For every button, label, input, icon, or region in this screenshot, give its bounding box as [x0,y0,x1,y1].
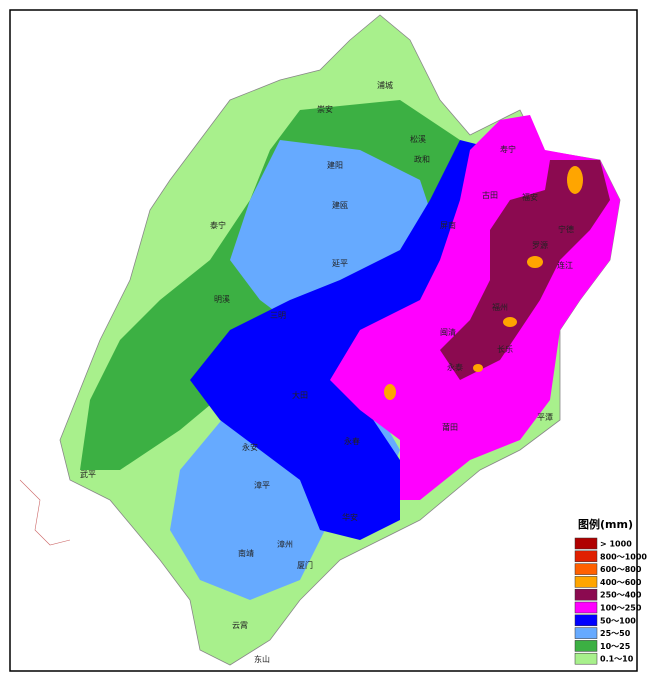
place-label: 厦门 [297,560,313,570]
legend-label: 0.1～10 [600,655,634,664]
place-label: 松溪 [410,134,426,144]
place-label: 古田 [482,190,498,200]
place-label: 武平 [80,469,96,479]
place-label: 长乐 [497,344,513,354]
place-label: 东山 [254,654,270,664]
place-label: 建阳 [327,160,343,170]
legend-label: 10～25 [600,642,631,651]
legend-label: 600～800 [600,565,642,574]
place-label: 宁德 [558,224,574,234]
place-label: 闽清 [440,327,456,337]
place-label: 华安 [342,512,358,522]
place-label: 政和 [414,154,430,164]
region-orange [384,384,396,400]
place-label: 莆田 [442,422,458,432]
legend-label: 50～100 [600,616,636,625]
region-blue [190,140,500,540]
place-label: 平潭 [537,413,553,422]
region-orange [567,166,583,194]
region-dark-magenta [440,160,610,380]
place-label: 大田 [292,390,308,400]
place-label: 永安 [242,442,258,452]
region-orange [503,317,517,327]
legend-swatch [574,550,598,563]
legend-swatch [574,627,598,639]
legend-label: > 1000 [600,540,632,549]
place-label: 永泰 [447,362,463,372]
legend-swatch [574,563,598,575]
legend-swatch [574,614,598,627]
legend-label: 25～50 [600,629,631,638]
place-label: 漳州 [277,539,293,549]
place-label: 屏南 [440,220,456,230]
legend-swatch [574,576,598,588]
place-label: 罗源 [532,241,548,250]
legend-label: 800～1000 [600,552,647,561]
legend-label: 100～250 [600,604,642,613]
legend-label: 250～400 [600,591,642,600]
place-label: 明溪 [214,294,230,304]
place-label: 福州 [492,303,508,312]
legend-label: 400～600 [600,578,642,587]
place-label: 延平 [332,258,348,268]
legend-swatch [574,601,598,614]
legend-swatch [574,640,598,652]
legend-title: 图例(mm) [578,517,633,531]
place-label: 云霄 [232,621,248,630]
border-line [19,479,71,546]
legend-swatch [574,652,598,665]
place-label: 建瓯 [332,200,348,210]
place-label: 崇安 [317,104,333,114]
place-label: 寿宁 [500,144,516,154]
map-areas [19,14,621,666]
place-label: 永春 [344,436,360,446]
place-label: 南靖 [238,548,254,558]
place-label: 泰宁 [210,220,226,230]
region-orange [473,364,483,372]
place-label: 漳平 [254,480,270,490]
legend: 图例(mm) > 1000 800～1000 600～800 400～600 250～4… [574,517,647,665]
place-label: 浦城 [377,80,393,90]
place-label: 三明 [270,311,286,320]
region-orange [527,256,543,268]
place-label: 福安 [522,192,538,202]
legend-swatch [574,537,598,550]
place-label: 连江 [557,260,573,270]
legend-swatch [574,588,598,601]
